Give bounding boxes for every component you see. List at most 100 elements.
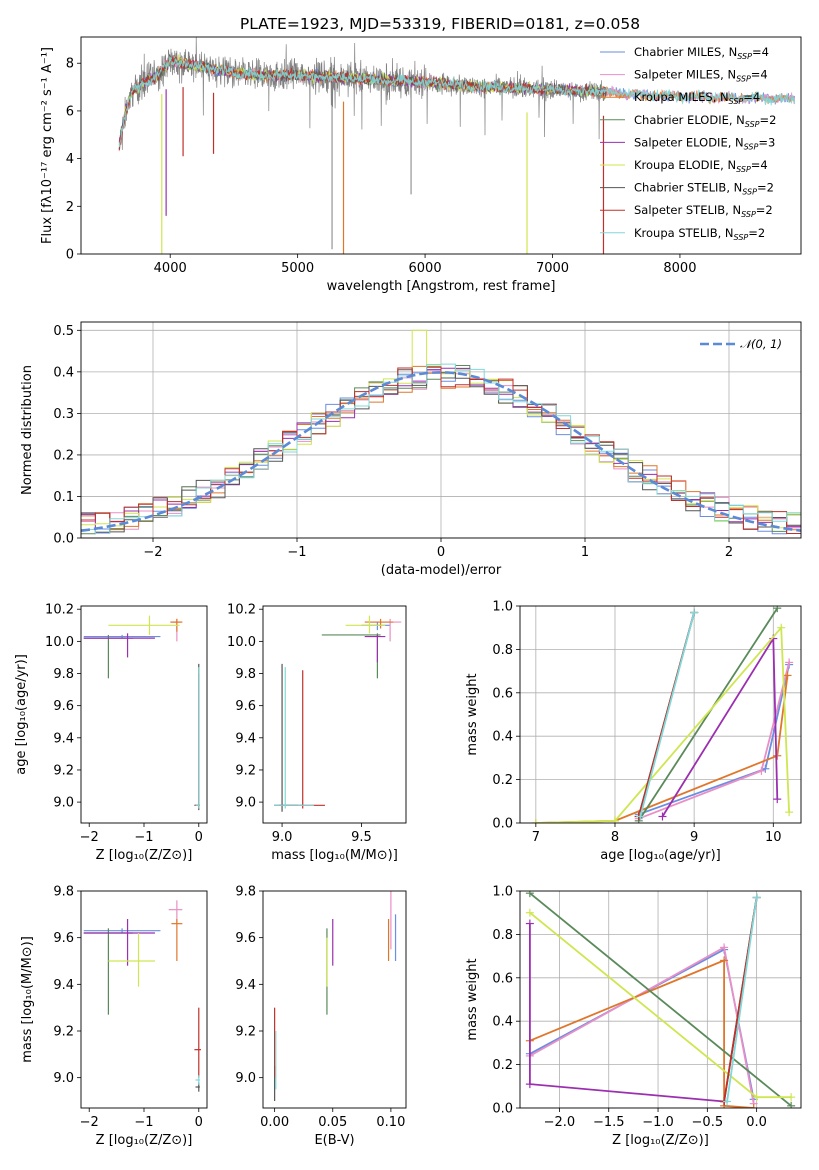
kroupa_stelib-errorbar	[195, 667, 200, 809]
salpeter_stelib-histogram	[81, 366, 801, 534]
kroupa_stelib-marker	[723, 1097, 732, 1106]
residuals-frame: −2 −1 0 1 2 0.0 0.1 0.2 0.3 0.4 0.5 (data-model)/er…	[20, 324, 733, 578]
legend-label: Chabrier STELIB, N	[634, 181, 742, 195]
legend-entry-kroupa_elodie: Kroupa ELODIE, NSSP=4	[634, 158, 768, 174]
chabrier_elodie-errorbar	[83, 928, 134, 1015]
legend-tail: =2	[748, 226, 765, 240]
y-tick-label: 10.0	[45, 635, 74, 650]
legend-entry-chabrier_stelib: Chabrier STELIB, NSSP=2	[634, 181, 774, 197]
legend-subscript: SSP	[745, 120, 760, 129]
y-tick-label: 1.0	[492, 600, 513, 615]
residuals-plot-area	[81, 322, 801, 538]
gaussian-curve	[81, 370, 801, 532]
y-tick-label: 9.6	[235, 931, 256, 946]
kroupa_elodie-errorbar	[108, 933, 155, 987]
legend-entry-salpeter_elodie: Salpeter ELODIE, NSSP=3	[634, 135, 775, 151]
x-tick-label: 0	[195, 830, 203, 845]
age_vs_Z-frame: −2 −1 0 9.0 9.2 9.4 9.6 9.8 10.0 10.2 Z [log₁₀(Z/Z…	[14, 603, 203, 863]
mass_vs_EBV-frame: 0.00 0.05 0.10 9.0 9.2 9.4 9.6 9.8 E(B-V)	[235, 885, 405, 1149]
legend-entry-salpeter_miles: Salpeter MILES, NSSP=4	[634, 68, 768, 84]
legend-entry-kroupa_stelib: Kroupa STELIB, NSSP=2	[634, 226, 765, 242]
weight_vs_Z-panel: −2.0 −1.5 −1.0 −0.5 0.0 0.0 0.2 0.4 0.6 0.8 1.0 Z […	[465, 885, 802, 1149]
x-tick-label: 2	[725, 545, 733, 560]
x-axis-label: mass [log₁₀(M/M⊙)]	[271, 848, 398, 863]
kroupa_elodie-weight-line	[529, 912, 792, 1099]
x-tick-label: 0	[437, 545, 445, 560]
kroupa_elodie-marker	[610, 816, 619, 823]
x-axis-label: age [log₁₀(age/yr)]	[600, 848, 721, 863]
x-tick-label: −0.5	[692, 1115, 724, 1130]
y-tick-label: 0.4	[53, 365, 74, 380]
legend-subscript: SSP	[736, 75, 751, 84]
legend-tail: =2	[760, 113, 777, 127]
x-tick-label: 10	[765, 830, 782, 845]
spectrum-frame: 4000 5000 6000 7000 8000 0 2 4 6 8 wavelength [Ang…	[40, 47, 696, 294]
y-tick-label: 0.2	[53, 448, 74, 463]
x-tick-label: −1.0	[642, 1115, 674, 1130]
chabrier_elodie-weight-line	[637, 607, 779, 822]
y-tick-label: 9.6	[235, 699, 256, 714]
chabrier_elodie-marker	[773, 606, 782, 613]
y-tick-label: 4	[66, 152, 74, 167]
axes-frame	[519, 605, 802, 824]
x-axis-label: wavelength [Angstrom, rest frame]	[327, 279, 556, 294]
x-tick-label: 0.10	[376, 1115, 405, 1130]
y-tick-label: 9.0	[235, 796, 256, 811]
salpeter_miles-marker	[720, 943, 729, 952]
legend-tail: =4	[743, 90, 760, 104]
legend-label: Salpeter MILES, N	[634, 68, 736, 82]
x-tick-label: 5000	[281, 261, 314, 276]
kroupa_stelib-model-line	[118, 56, 796, 147]
legend-label: Kroupa ELODIE, N	[634, 158, 736, 172]
x-tick-label: 9.0	[272, 830, 293, 845]
y-tick-label: 9.0	[53, 796, 74, 811]
mass_vs_EBV-plot-area	[274, 891, 397, 1101]
axes-frame	[519, 890, 802, 1109]
y-tick-label: 0.0	[492, 817, 513, 832]
x-tick-label: −2	[80, 830, 99, 845]
axes-frame	[80, 36, 802, 255]
x-tick-label: 8	[611, 830, 619, 845]
salpeter_elodie-errorbar	[83, 633, 155, 658]
legend-subscript: SSP	[744, 142, 759, 151]
legend-entry-gaussian: 𝒩(0, 1)	[740, 337, 782, 351]
spectrum-plot-area	[118, 37, 796, 254]
x-tick-label: −1	[134, 1115, 153, 1130]
residuals-panel: −2 −1 0 1 2 0.0 0.1 0.2 0.3 0.4 0.5 (data-model)/er…	[20, 321, 802, 578]
kroupa_stelib-errorbar	[195, 1075, 200, 1085]
y-tick-label: 9.0	[53, 1071, 74, 1086]
y-tick-label: 9.2	[235, 763, 256, 778]
chabrier_miles-weight-line	[529, 948, 755, 1100]
kroupa_miles-marker	[749, 1104, 758, 1108]
x-tick-label: 0.05	[318, 1115, 347, 1130]
x-tick-label: 1	[581, 545, 589, 560]
salpeter_elodie-marker	[773, 795, 782, 804]
y-axis-label: mass [log₁₀(M/M⊙)]	[20, 936, 35, 1063]
y-axis-label: Normed distribution	[20, 365, 35, 495]
salpeter_miles-errorbar	[168, 900, 183, 924]
legend-tail: =4	[751, 158, 768, 172]
chabrier_elodie-marker	[525, 891, 534, 898]
legend-label: Chabrier ELODIE, N	[634, 113, 745, 127]
x-axis-label: E(B-V)	[314, 1133, 354, 1148]
y-tick-label: 10.0	[227, 635, 256, 650]
figure-title: PLATE=1923, MJD=53319, FIBERID=0181, z=0…	[240, 15, 640, 33]
salpeter_elodie-marker	[525, 919, 534, 928]
legend-tail: =4	[751, 68, 768, 82]
salpeter_miles-marker	[757, 766, 766, 775]
weight_vs_Z-frame: −2.0 −1.5 −1.0 −0.5 0.0 0.0 0.2 0.4 0.6 0.8 1.0 Z […	[465, 885, 767, 1149]
y-tick-label: 9.2	[53, 763, 74, 778]
kroupa_stelib-weight-line	[726, 897, 758, 1102]
kroupa_elodie-errorbar	[108, 615, 180, 635]
x-tick-label: 7	[532, 830, 540, 845]
spectrum-panel: 4000 5000 6000 7000 8000 0 2 4 6 8 wavelength [Ang…	[40, 36, 802, 294]
x-axis-label: Z [log₁₀(Z/Z⊙)]	[612, 1133, 709, 1148]
mass_vs_Z-frame: −2 −1 0 9.0 9.2 9.4 9.6 9.8 Z [log₁₀(Z/Z⊙)] mass …	[20, 885, 203, 1149]
x-tick-label: 8000	[663, 261, 696, 276]
y-tick-label: 0.1	[53, 490, 74, 505]
x-axis-label: Z [log₁₀(Z/Z⊙)]	[96, 848, 193, 863]
x-tick-label: 9	[690, 830, 698, 845]
